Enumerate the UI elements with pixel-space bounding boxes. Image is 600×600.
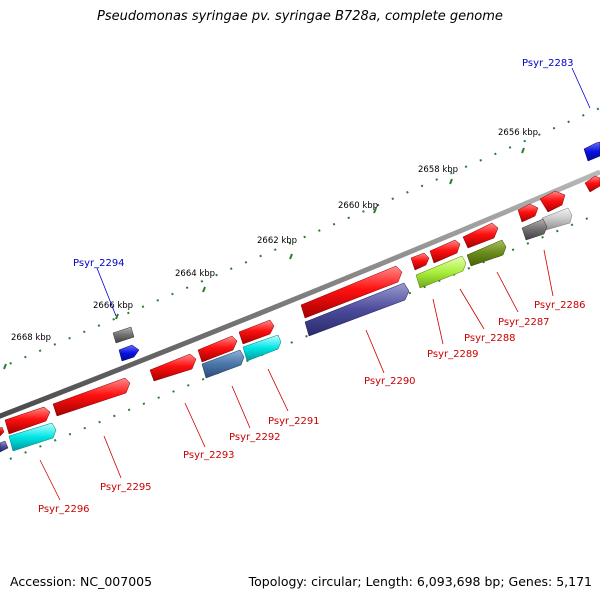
gene-label-psyr-2288[interactable]: Psyr_2288 <box>464 333 516 344</box>
accession-text: Accession: NC_007005 <box>10 574 153 589</box>
tick-label-2668: 2668 kbp <box>11 333 51 343</box>
tick-label-2662: 2662 kbp <box>257 236 297 246</box>
forward-cds-features <box>0 175 600 437</box>
slate-feature[interactable] <box>201 349 245 379</box>
cds-feature[interactable] <box>149 353 197 382</box>
gene-label-psyr-2287[interactable]: Psyr_2287 <box>498 317 550 328</box>
cds-feature[interactable] <box>4 406 51 435</box>
tick-label-2658: 2658 kbp <box>418 165 458 175</box>
label-leaders <box>39 67 591 501</box>
cds-feature[interactable] <box>197 335 238 363</box>
tick-label-2666: 2666 kbp <box>93 301 133 311</box>
gene-label-psyr-2290[interactable]: Psyr_2290 <box>364 376 416 387</box>
secondary-features <box>0 141 600 453</box>
genome-summary-text: Topology: circular; Length: 6,093,698 bp… <box>248 574 592 589</box>
map-title: Pseudomonas syringae pv. syringae B728a,… <box>97 9 503 24</box>
cds-feature[interactable] <box>300 265 403 319</box>
outer-tick-track <box>0 107 600 369</box>
cds-feature[interactable] <box>238 319 275 345</box>
outer-major-ticks <box>3 147 525 370</box>
tick-label-2660: 2660 kbp <box>338 201 378 211</box>
purple-feature[interactable] <box>0 440 9 453</box>
gene-label-psyr-2292[interactable]: Psyr_2292 <box>229 432 281 443</box>
tick-label-2656: 2656 kbp <box>498 128 538 138</box>
lime-feature[interactable] <box>415 255 467 289</box>
cds-feature[interactable] <box>462 222 499 249</box>
gene-label-psyr-2283[interactable]: Psyr_2283 <box>522 58 574 69</box>
purple-feature[interactable] <box>304 282 410 337</box>
gene-label-psyr-2286[interactable]: Psyr_2286 <box>534 300 586 311</box>
cds-feature[interactable] <box>410 252 430 271</box>
gene-label-psyr-2293[interactable]: Psyr_2293 <box>183 450 235 461</box>
cds-feature[interactable] <box>584 175 600 193</box>
blue-feature[interactable] <box>118 344 140 362</box>
gene-label-psyr-2289[interactable]: Psyr_2289 <box>427 349 479 360</box>
tick-label-2664: 2664 kbp <box>175 269 215 279</box>
olive-feature[interactable] <box>466 239 507 267</box>
cds-feature[interactable] <box>429 239 461 264</box>
genome-backbone <box>0 169 600 419</box>
cds-feature[interactable] <box>52 377 131 417</box>
cds-feature[interactable] <box>517 203 539 223</box>
cyan-feature[interactable] <box>8 422 57 452</box>
gene-label-psyr-2291[interactable]: Psyr_2291 <box>268 416 320 427</box>
grey-feature[interactable] <box>521 218 548 241</box>
cds-feature[interactable] <box>539 190 566 213</box>
blue-feature[interactable] <box>583 141 600 162</box>
gene-label-psyr-2294[interactable]: Psyr_2294 <box>73 258 125 269</box>
gene-label-psyr-2296[interactable]: Psyr_2296 <box>38 504 90 515</box>
cyan-feature[interactable] <box>242 334 282 362</box>
cds-feature[interactable] <box>0 426 5 437</box>
grey-feature[interactable] <box>112 326 135 344</box>
gene-label-psyr-2295[interactable]: Psyr_2295 <box>100 482 152 493</box>
